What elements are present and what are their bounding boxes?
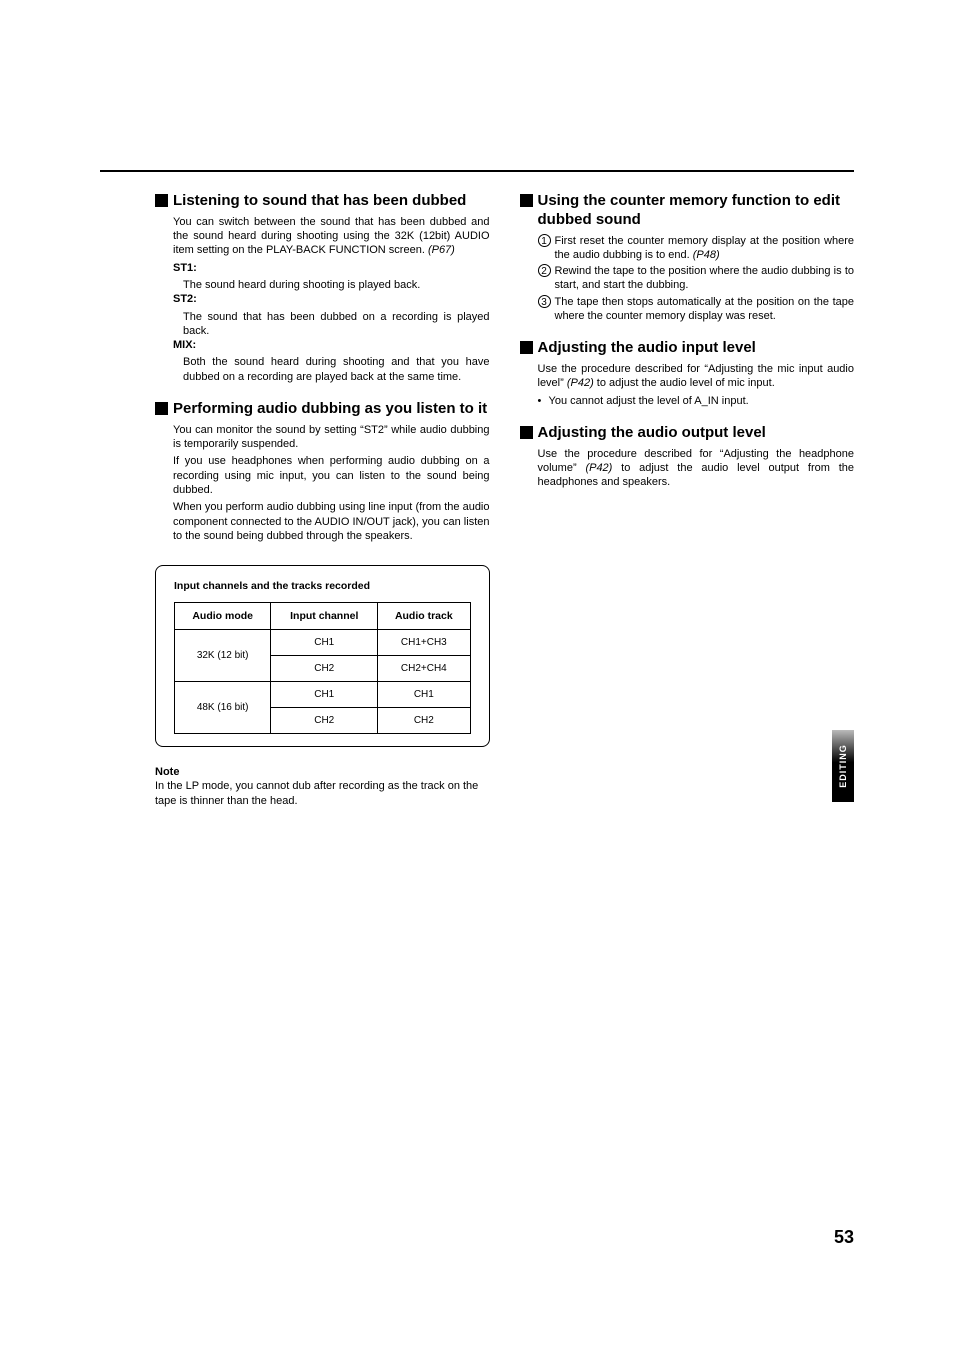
paragraph: If you use headphones when performing au… [173, 454, 490, 497]
tracks-table: Audio mode Input channel Audio track 32K… [174, 602, 471, 734]
circled-number-icon: 2 [538, 264, 551, 277]
bullet-text: You cannot adjust the level of A_IN inpu… [549, 394, 855, 408]
section-heading-listening: Listening to sound that has been dubbed [155, 192, 490, 211]
th-input-channel: Input channel [271, 603, 378, 630]
bullet-list: • You cannot adjust the level of A_IN in… [538, 394, 855, 408]
td-channel: CH2 [271, 656, 378, 682]
st1-label: ST1: [173, 261, 490, 275]
heading-text: Adjusting the audio output level [538, 424, 855, 443]
text: to adjust the audio level of mic input. [594, 377, 775, 389]
section-heading-counter-memory: Using the counter memory function to edi… [520, 192, 855, 230]
square-bullet-icon [155, 194, 168, 207]
paragraph: You can switch between the sound that ha… [173, 215, 490, 258]
mix-text: Both the sound heard during shooting and… [183, 355, 490, 384]
td-track: CH1 [378, 682, 470, 708]
top-rule [100, 170, 854, 172]
heading-text: Using the counter memory function to edi… [538, 192, 855, 230]
list-item: • You cannot adjust the level of A_IN in… [538, 394, 855, 408]
section-heading-input-level: Adjusting the audio input level [520, 339, 855, 358]
td-channel: CH2 [271, 708, 378, 734]
section-heading-output-level: Adjusting the audio output level [520, 424, 855, 443]
heading-text: Listening to sound that has been dubbed [173, 192, 490, 211]
side-tab-label: EDITING [838, 744, 848, 788]
page-ref: (P42) [567, 377, 594, 389]
paragraph: When you perform audio dubbing using lin… [173, 500, 490, 543]
paragraph: Use the procedure described for “Adjusti… [538, 447, 855, 490]
table-header-row: Audio mode Input channel Audio track [175, 603, 471, 630]
paragraph: You can monitor the sound by setting “ST… [173, 423, 490, 452]
st2-text: The sound that has been dubbed on a reco… [183, 310, 490, 339]
td-channel: CH1 [271, 682, 378, 708]
table-row: 32K (12 bit) CH1 CH1+CH3 [175, 630, 471, 656]
td-track: CH2 [378, 708, 470, 734]
section-heading-performing: Performing audio dubbing as you listen t… [155, 400, 490, 419]
bullet-icon: • [538, 394, 549, 408]
list-text: Rewind the tape to the position where th… [555, 264, 855, 293]
page-number: 53 [834, 1227, 854, 1248]
list-text: First reset the counter memory display a… [555, 234, 855, 263]
td-mode: 48K (16 bit) [175, 682, 271, 734]
table-caption: Input channels and the tracks recorded [174, 580, 471, 592]
paragraph: Use the procedure described for “Adjusti… [538, 362, 855, 391]
note-label: Note [155, 765, 490, 779]
td-track: CH1+CH3 [378, 630, 470, 656]
note-text: In the LP mode, you cannot dub after rec… [155, 779, 490, 808]
list-item: 1 First reset the counter memory display… [538, 234, 855, 263]
st2-label: ST2: [173, 292, 490, 306]
numbered-list: 1 First reset the counter memory display… [538, 234, 855, 324]
tracks-table-box: Input channels and the tracks recorded A… [155, 565, 490, 747]
mix-label: MIX: [173, 338, 490, 352]
note-block: Note In the LP mode, you cannot dub afte… [155, 765, 490, 808]
td-mode: 32K (12 bit) [175, 630, 271, 682]
square-bullet-icon [520, 194, 533, 207]
td-channel: CH1 [271, 630, 378, 656]
page-ref: (P42) [585, 462, 612, 474]
td-track: CH2+CH4 [378, 656, 470, 682]
heading-text: Adjusting the audio input level [538, 339, 855, 358]
two-column-layout: Listening to sound that has been dubbed … [155, 192, 854, 808]
square-bullet-icon [520, 341, 533, 354]
left-column: Listening to sound that has been dubbed … [155, 192, 490, 808]
circled-number-icon: 3 [538, 295, 551, 308]
th-audio-mode: Audio mode [175, 603, 271, 630]
square-bullet-icon [155, 402, 168, 415]
heading-text: Performing audio dubbing as you listen t… [173, 400, 490, 419]
page-ref: (P48) [693, 249, 720, 261]
square-bullet-icon [520, 426, 533, 439]
list-text: The tape then stops automatically at the… [555, 295, 855, 324]
list-item: 3 The tape then stops automatically at t… [538, 295, 855, 324]
page-ref: (P67) [428, 244, 455, 256]
side-tab-editing: EDITING [832, 730, 854, 802]
right-column: Using the counter memory function to edi… [520, 192, 855, 808]
st1-text: The sound heard during shooting is playe… [183, 278, 490, 292]
th-audio-track: Audio track [378, 603, 470, 630]
circled-number-icon: 1 [538, 234, 551, 247]
table-row: 48K (16 bit) CH1 CH1 [175, 682, 471, 708]
list-item: 2 Rewind the tape to the position where … [538, 264, 855, 293]
